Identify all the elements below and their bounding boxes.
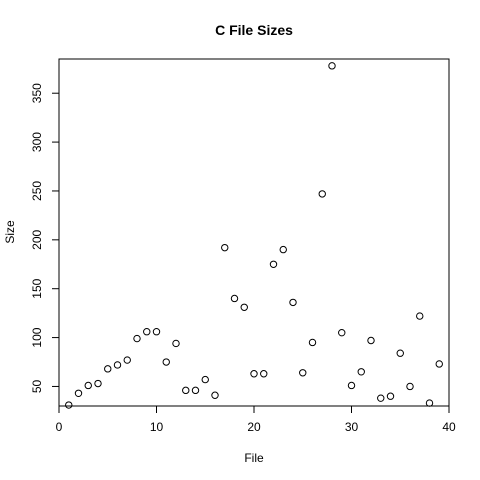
data-point [308,338,317,347]
y-tick-label: 250 [30,181,44,201]
data-point [299,369,307,377]
x-tick-label: 10 [150,420,164,434]
y-tick-label: 150 [30,278,44,298]
x-tick-label: 40 [442,420,456,434]
data-point [104,365,112,373]
x-tick-label: 0 [56,420,63,434]
y-tick-label: 50 [30,379,44,393]
data-point [347,381,356,390]
data-point [318,190,326,198]
data-point [240,303,248,311]
data-point [338,328,346,337]
data-point [143,328,151,336]
x-axis: 0 10 20 30 40 [56,405,456,434]
x-axis-label: File [244,451,264,465]
y-tick-label: 350 [30,83,44,103]
data-point [221,243,229,252]
data-point [201,375,209,384]
x-tick-label: 20 [247,420,261,434]
data-point [279,245,287,254]
data-point [84,381,92,390]
data-point [269,260,278,268]
y-axis: 50 100 150 200 250 300 350 [30,83,60,393]
data-point [250,370,258,378]
chart-title: C File Sizes [215,22,293,38]
data-point [328,62,336,70]
data-point [182,386,190,395]
data-point [289,298,297,307]
data-point [172,339,180,348]
x-tick-label: 30 [345,420,359,434]
data-point [367,336,375,345]
y-axis-label: Size [3,220,17,244]
data-point [406,382,414,391]
data-point [396,349,404,357]
data-point [94,379,102,388]
data-point [191,386,200,395]
data-point [425,399,434,407]
data-point [133,334,141,343]
y-tick-label: 200 [30,229,44,249]
data-point [416,312,424,320]
y-tick-label: 100 [30,327,44,347]
y-tick-label: 300 [30,132,44,152]
plot-frame [58,58,450,407]
data-point [377,394,385,402]
data-point [65,401,73,409]
data-point [162,358,170,366]
data-point [435,360,443,368]
data-point [357,368,365,376]
data-point [152,328,161,336]
data-point [386,392,395,400]
data-point [260,370,268,378]
data-point [74,389,83,397]
data-points [65,62,443,409]
data-point [113,361,122,369]
data-point [123,356,131,364]
data-point [211,391,219,399]
data-point [230,294,239,303]
